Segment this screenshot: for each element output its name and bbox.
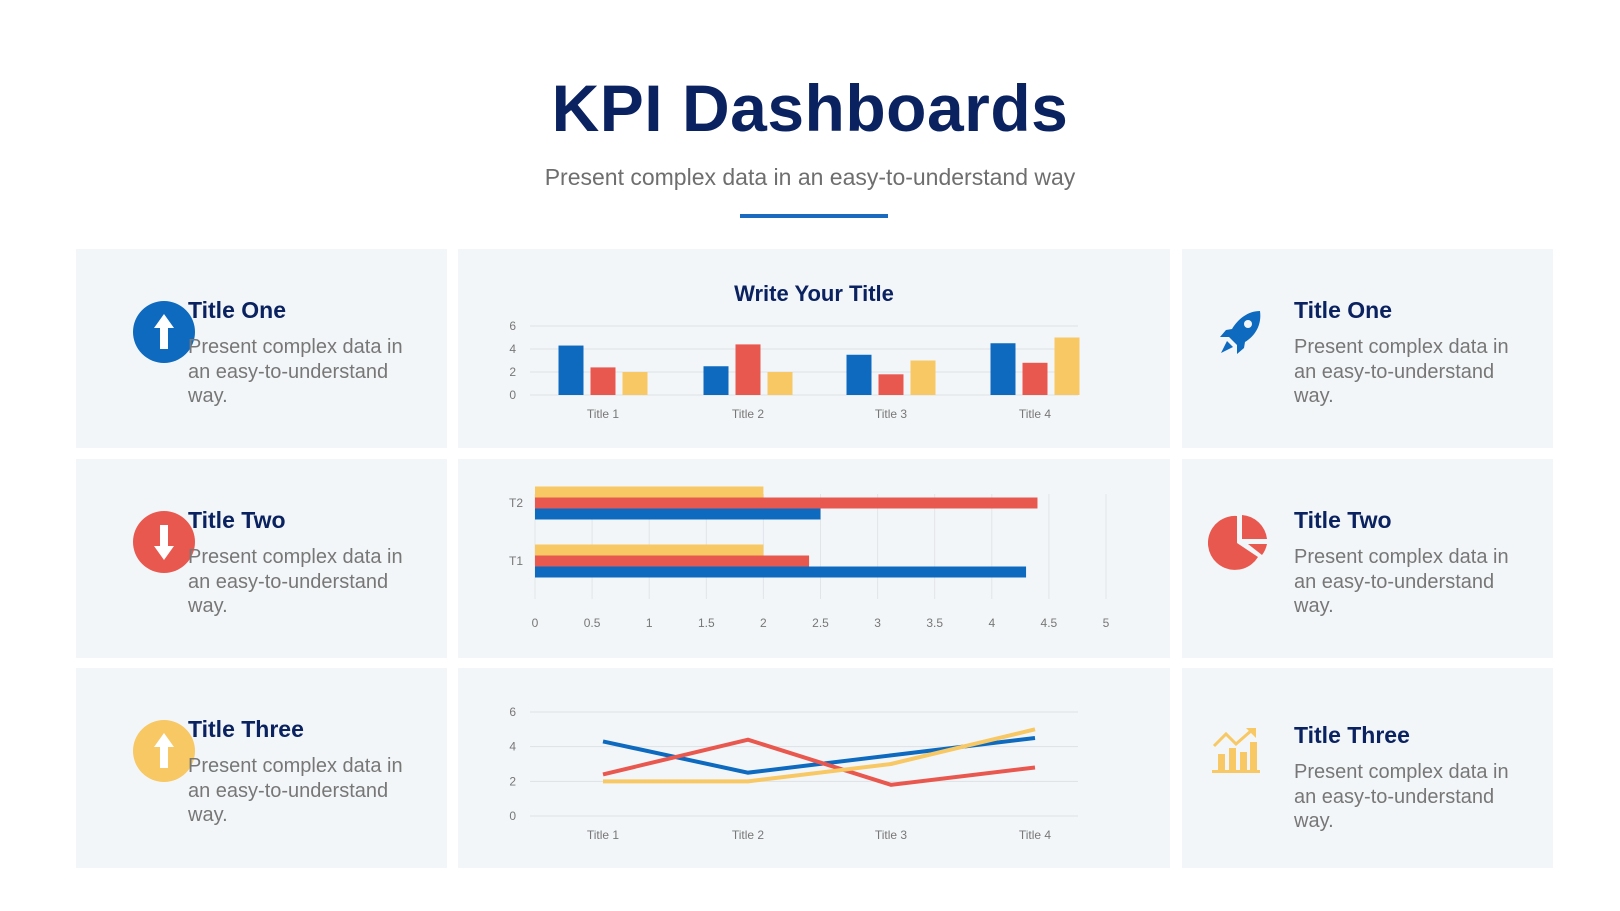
card-title: Title Three xyxy=(1294,722,1410,748)
horizontal-bar-chart: 0 0.5 1 1.5 2 2.5 3 3.5 4 4.5 5 T2 T1 xyxy=(509,486,1110,630)
x-tick-label: Title 3 xyxy=(875,407,908,421)
card-body: Present complex data in an easy-to-under… xyxy=(188,546,403,617)
y-tick-label: 2 xyxy=(509,365,516,379)
x-tick-label: 3 xyxy=(874,616,881,630)
bar xyxy=(846,354,872,395)
x-tick-label: 5 xyxy=(1103,616,1110,630)
x-tick-label: 4.5 xyxy=(1041,616,1058,630)
bar-chart-card: Write Your Title 0 2 4 6 Title 1 Title 2 Title… xyxy=(458,249,1170,448)
series-line xyxy=(602,737,1036,787)
x-tick-label: Title 1 xyxy=(587,828,620,842)
bar xyxy=(703,366,729,395)
card-title: Title One xyxy=(1294,297,1392,323)
x-tick-label: Title 4 xyxy=(1019,407,1052,421)
series-line xyxy=(603,727,1036,784)
x-tick-label: Title 2 xyxy=(732,828,765,842)
bar xyxy=(767,372,793,395)
horizontal-bar-chart-card: 0 0.5 1 1.5 2 2.5 3 3.5 4 4.5 5 T2 T1 xyxy=(458,459,1170,658)
bar xyxy=(622,372,648,395)
kpi-card-left-3: Title Three Present complex data in an e… xyxy=(76,668,447,868)
bar xyxy=(990,343,1016,395)
growth-chart-icon xyxy=(1212,728,1260,773)
title-underline xyxy=(740,214,888,218)
pie-chart-icon xyxy=(1208,515,1267,570)
vertical-bar-chart: 0 2 4 6 Title 1 Title 2 Title 3 Title 4 xyxy=(509,319,1080,421)
bar xyxy=(910,360,936,395)
card-body: Present complex data in an easy-to-under… xyxy=(1294,546,1509,617)
kpi-card-right-2: Title Two Present complex data in an eas… xyxy=(1182,459,1553,658)
rocket-icon xyxy=(1220,311,1261,354)
x-tick-label: 0 xyxy=(532,616,539,630)
y-tick-label: 0 xyxy=(509,388,516,402)
bar xyxy=(558,345,584,395)
x-tick-label: 3.5 xyxy=(926,616,943,630)
card-body: Present complex data in an easy-to-under… xyxy=(1294,336,1509,407)
x-tick-label: 2 xyxy=(760,616,767,630)
page-title: KPI Dashboards xyxy=(551,71,1069,145)
kpi-card-right-1: Title One Present complex data in an eas… xyxy=(1182,249,1553,448)
card-body: Present complex data in an easy-to-under… xyxy=(188,336,403,407)
page-subtitle: Present complex data in an easy-to-under… xyxy=(544,164,1076,190)
arrow-down-circle-icon xyxy=(133,511,195,573)
card-title: Title Three xyxy=(188,716,304,742)
bar xyxy=(590,367,616,395)
y-tick-label: 6 xyxy=(509,319,516,333)
bar xyxy=(735,344,761,395)
y-tick-label: 4 xyxy=(509,342,516,356)
bar xyxy=(535,497,1038,509)
kpi-card-right-3: Title Three Present complex data in an e… xyxy=(1182,668,1553,868)
y-tick-label: 6 xyxy=(509,705,516,719)
x-tick-label: 0.5 xyxy=(584,616,601,630)
bar xyxy=(535,566,1027,578)
y-tick-label: 4 xyxy=(509,740,516,754)
kpi-card-left-1: Title One Present complex data in an eas… xyxy=(76,249,447,448)
y-tick-label: T1 xyxy=(509,554,523,568)
card-title: Title One xyxy=(188,297,286,323)
card-title: Title Two xyxy=(1294,507,1392,533)
x-tick-label: 4 xyxy=(988,616,995,630)
line-chart-card: 0 2 4 6 Title 1 Title 2 Title 3 Title 4 xyxy=(458,668,1170,868)
bar xyxy=(535,508,821,520)
bar xyxy=(535,544,764,556)
x-tick-label: Title 3 xyxy=(875,828,908,842)
chart-title: Write Your Title xyxy=(734,281,894,306)
card-body: Present complex data in an easy-to-under… xyxy=(188,755,403,826)
kpi-card-left-2: Title Two Present complex data in an eas… xyxy=(76,459,447,658)
card-title: Title Two xyxy=(188,507,286,533)
bar xyxy=(1022,362,1048,395)
bar xyxy=(878,374,904,395)
bar xyxy=(1054,337,1080,395)
x-tick-label: 1.5 xyxy=(698,616,715,630)
x-tick-label: Title 4 xyxy=(1019,828,1052,842)
arrow-up-circle-icon xyxy=(133,301,195,363)
line-chart: 0 2 4 6 Title 1 Title 2 Title 3 Title 4 xyxy=(509,705,1078,842)
x-tick-label: 1 xyxy=(646,616,653,630)
y-tick-label: 2 xyxy=(509,774,516,788)
y-tick-label: T2 xyxy=(509,496,523,510)
x-tick-label: 2.5 xyxy=(812,616,829,630)
bar xyxy=(535,486,764,498)
bar xyxy=(535,555,810,567)
x-tick-label: Title 1 xyxy=(587,407,620,421)
x-tick-label: Title 2 xyxy=(732,407,765,421)
card-body: Present complex data in an easy-to-under… xyxy=(1294,761,1509,832)
arrow-up-circle-icon xyxy=(133,720,195,782)
y-tick-label: 0 xyxy=(509,809,516,823)
